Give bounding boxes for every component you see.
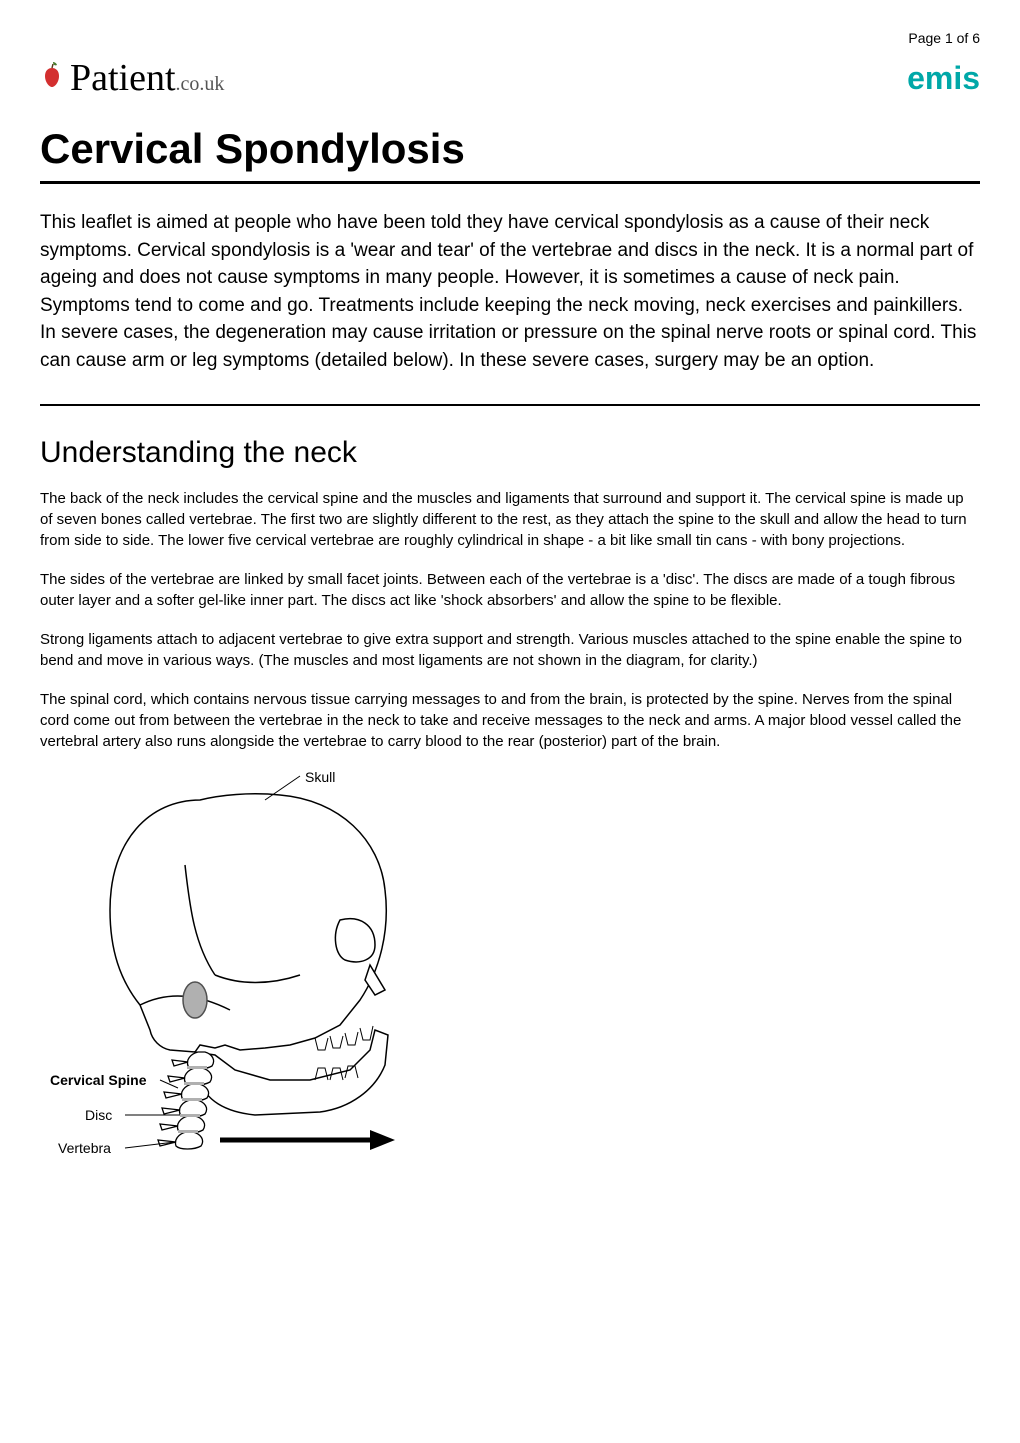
- body-paragraph: The back of the neck includes the cervic…: [40, 488, 980, 551]
- patient-logo-suffix: .co.uk: [176, 73, 225, 96]
- section-divider: [40, 404, 980, 406]
- body-paragraph: The sides of the vertebrae are linked by…: [40, 569, 980, 611]
- page-number: Page 1 of 6: [40, 30, 980, 46]
- arrow-icon: [220, 1130, 395, 1150]
- label-vertebra: Vertebra: [58, 1140, 111, 1156]
- intro-paragraph: This leaflet is aimed at people who have…: [40, 209, 980, 374]
- body-paragraph: The spinal cord, which contains nervous …: [40, 689, 980, 752]
- label-cervical-spine: Cervical Spine: [50, 1072, 147, 1088]
- emis-logo: emis: [907, 60, 980, 97]
- patient-logo-text: Patient: [70, 56, 176, 100]
- label-disc: Disc: [85, 1107, 112, 1123]
- skull-diagram-svg: Skull Cervical Spine: [40, 770, 500, 1170]
- skull-diagram: Skull Cervical Spine: [40, 770, 500, 1175]
- patient-logo: Patient .co.uk: [40, 56, 224, 100]
- page-title: Cervical Spondylosis: [40, 125, 980, 184]
- header-logos: Patient .co.uk emis: [40, 56, 980, 100]
- apple-icon: [40, 60, 64, 96]
- section-heading: Understanding the neck: [40, 436, 980, 470]
- body-paragraph: Strong ligaments attach to adjacent vert…: [40, 629, 980, 671]
- label-skull: Skull: [305, 770, 335, 785]
